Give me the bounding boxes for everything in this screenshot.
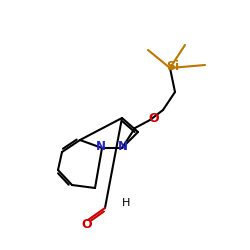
Text: H: H — [122, 198, 130, 208]
Text: O: O — [82, 218, 92, 232]
Text: Si: Si — [166, 60, 179, 74]
Text: N: N — [118, 140, 128, 153]
Text: N: N — [96, 140, 106, 153]
Text: O: O — [149, 112, 159, 124]
